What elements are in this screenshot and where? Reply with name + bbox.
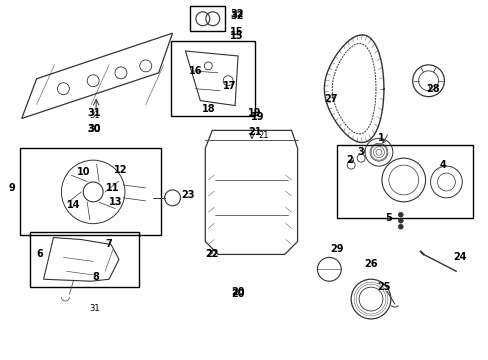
Bar <box>190 6 224 31</box>
Circle shape <box>398 212 403 217</box>
Text: 16: 16 <box>188 66 202 76</box>
Text: 20: 20 <box>231 287 244 297</box>
Bar <box>30 231 139 287</box>
Text: 30: 30 <box>87 124 101 134</box>
Text: 23: 23 <box>182 190 195 200</box>
Text: 10: 10 <box>76 167 90 177</box>
Text: 19: 19 <box>248 108 261 117</box>
Text: 2: 2 <box>345 155 352 165</box>
Text: 13: 13 <box>109 197 122 207</box>
Text: 32: 32 <box>230 11 243 21</box>
Text: 25: 25 <box>376 282 390 292</box>
Text: 18: 18 <box>201 104 215 113</box>
Text: 28: 28 <box>426 84 439 94</box>
Bar <box>20 148 161 235</box>
Text: 5: 5 <box>385 213 391 223</box>
Text: 21: 21 <box>257 131 268 140</box>
Text: 1: 1 <box>377 133 384 143</box>
Bar <box>337 145 472 218</box>
Text: 15: 15 <box>230 27 243 37</box>
Text: 22: 22 <box>206 251 217 260</box>
Text: 9: 9 <box>8 183 15 193</box>
Text: 30: 30 <box>87 124 101 134</box>
Text: 24: 24 <box>453 252 466 262</box>
Text: 4: 4 <box>439 160 446 170</box>
Text: 15: 15 <box>230 31 243 41</box>
Text: 32: 32 <box>230 9 243 19</box>
Text: 17: 17 <box>223 81 236 91</box>
Text: 26: 26 <box>364 259 377 269</box>
Text: 31: 31 <box>87 108 101 118</box>
Text: 21: 21 <box>248 127 261 138</box>
Text: 14: 14 <box>66 200 80 210</box>
Text: 29: 29 <box>330 244 344 255</box>
Circle shape <box>398 218 403 223</box>
Text: 31: 31 <box>89 112 99 121</box>
Text: 19: 19 <box>251 112 264 122</box>
Text: 22: 22 <box>205 249 219 260</box>
Text: 11: 11 <box>106 183 120 193</box>
Text: 12: 12 <box>114 165 127 175</box>
Text: 27: 27 <box>324 94 337 104</box>
Text: 31: 31 <box>89 304 99 313</box>
Text: 7: 7 <box>105 239 112 249</box>
Text: 6: 6 <box>36 249 43 260</box>
Text: 3: 3 <box>357 147 364 157</box>
Text: 8: 8 <box>93 272 100 282</box>
Circle shape <box>398 224 403 229</box>
Text: 20: 20 <box>231 289 244 299</box>
Bar <box>170 41 254 116</box>
